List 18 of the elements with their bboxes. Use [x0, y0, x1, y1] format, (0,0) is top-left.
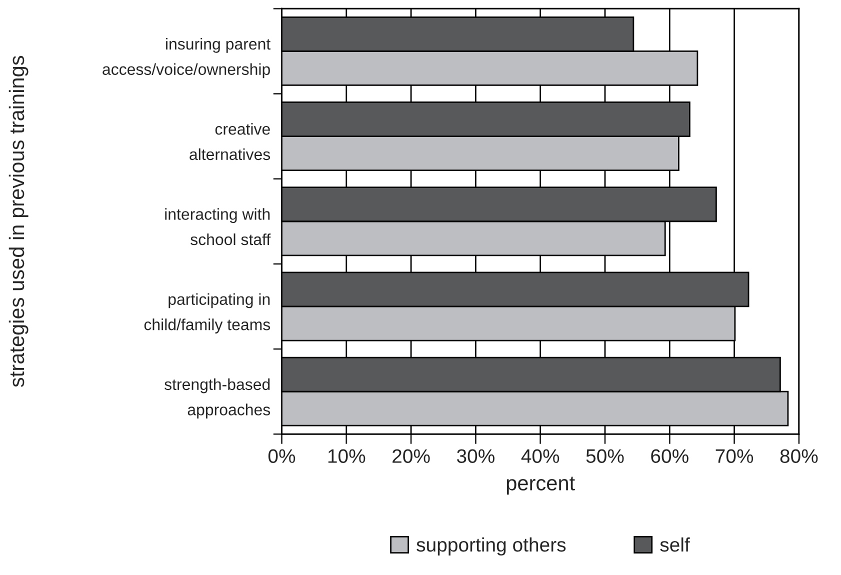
y-tick-label: strength-based approaches — [164, 378, 270, 419]
x-tick-label: 20% — [392, 449, 430, 463]
legend-label: self — [660, 537, 690, 552]
x-tick-label: 0% — [268, 449, 296, 463]
x-tick-label: 10% — [328, 449, 366, 463]
y-axis-title: strategies used in previous trainings — [8, 56, 28, 387]
legend-label: supporting others — [416, 537, 566, 556]
x-tick-label: 40% — [521, 449, 560, 463]
y-tick-label: creative alternatives — [190, 123, 270, 160]
x-tick-label: 30% — [456, 449, 494, 463]
x-tick-label: 60% — [651, 449, 688, 463]
y-tick-label: insuring parent access/voice/ownership — [102, 38, 271, 78]
y-tick-label: participating in child/family teams — [144, 293, 270, 334]
y-tick-label: interacting with school staff — [165, 208, 271, 246]
x-tick-label: 80% — [780, 449, 818, 463]
x-axis-title: percent — [506, 476, 575, 495]
x-tick-label: 70% — [716, 449, 754, 463]
x-tick-label: 50% — [586, 449, 624, 463]
